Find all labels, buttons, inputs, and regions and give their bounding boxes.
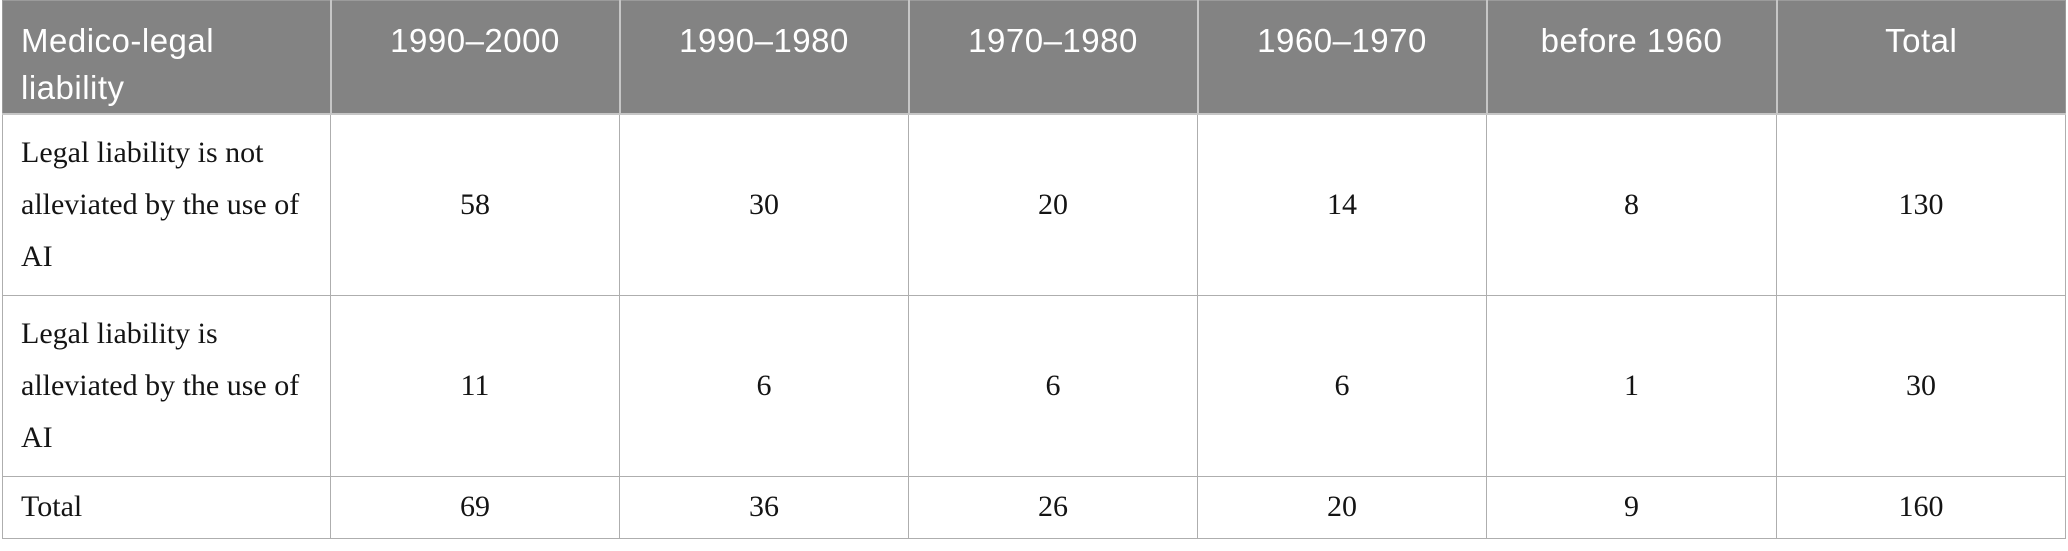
cell: 36 (619, 475, 909, 539)
column-header-total: Total (1775, 0, 2066, 115)
table-row-total: Total 69 36 26 20 9 160 (2, 475, 2066, 539)
row-label: Legal liability is not alleviated by the… (2, 113, 331, 296)
cell: 11 (330, 294, 620, 477)
column-header-medico-legal-liability: Medico-legal liability (2, 0, 332, 115)
column-header-1960-1970: 1960–1970 (1196, 0, 1488, 115)
row-label: Legal liability is alleviated by the use… (2, 294, 331, 477)
medico-legal-liability-table: Medico-legal liability 1990–2000 1990–19… (2, 0, 2066, 539)
cell: 6 (619, 294, 909, 477)
cell: 9 (1486, 475, 1777, 539)
cell: 130 (1776, 113, 2066, 296)
cell: 26 (908, 475, 1198, 539)
cell: 8 (1486, 113, 1777, 296)
column-header-before-1960: before 1960 (1485, 0, 1778, 115)
cell: 20 (1197, 475, 1487, 539)
table-row-alleviated: Legal liability is alleviated by the use… (2, 294, 2066, 477)
cell: 14 (1197, 113, 1487, 296)
cell: 30 (619, 113, 909, 296)
table-row-not-alleviated: Legal liability is not alleviated by the… (2, 113, 2066, 296)
cell: 160 (1776, 475, 2066, 539)
cell: 6 (1197, 294, 1487, 477)
row-label: Total (2, 475, 331, 539)
cell: 6 (908, 294, 1198, 477)
header-row: Medico-legal liability 1990–2000 1990–19… (2, 0, 2066, 115)
column-header-1990-1980: 1990–1980 (618, 0, 910, 115)
cell: 69 (330, 475, 620, 539)
cell: 30 (1776, 294, 2066, 477)
cell: 58 (330, 113, 620, 296)
cell: 20 (908, 113, 1198, 296)
column-header-1970-1980: 1970–1980 (907, 0, 1199, 115)
column-header-1990-2000: 1990–2000 (329, 0, 621, 115)
cell: 1 (1486, 294, 1777, 477)
